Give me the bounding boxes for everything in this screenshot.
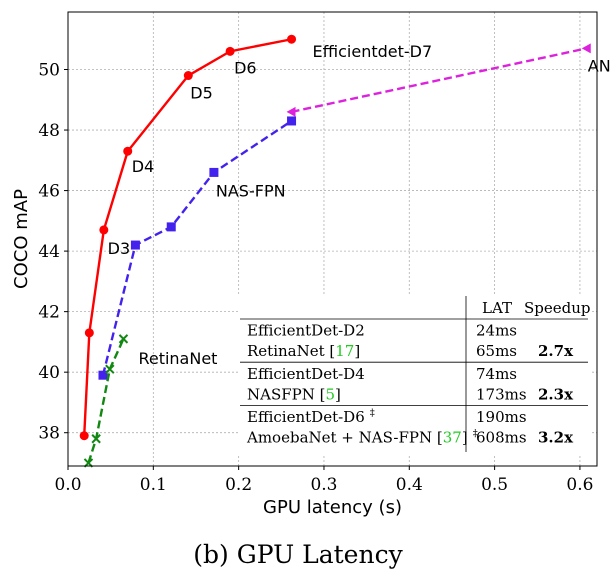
table-row: EfficientDet-D2 24ms xyxy=(247,322,517,340)
table-cell-lat: 608ms xyxy=(476,429,527,447)
table-dagger: ‡ xyxy=(370,408,375,419)
comparison-table: LAT Speedup EfficientDet-D2 24ms RetinaNet [… xyxy=(238,296,592,456)
plot-frame xyxy=(67,11,598,467)
efficientdet-point xyxy=(225,46,235,56)
table-cell-model: RetinaNet [17] xyxy=(247,342,360,360)
table-cell-speedup: 3.2x xyxy=(538,429,574,447)
x-tick-label: 0.1 xyxy=(140,475,167,495)
table-model-name: RetinaNet xyxy=(247,342,325,360)
retinanet-line xyxy=(87,338,125,464)
amoebanet-point xyxy=(286,106,296,117)
amoebanet-point xyxy=(581,43,591,54)
table-header-speedup: Speedup xyxy=(524,299,591,317)
point-label: D5 xyxy=(190,84,213,103)
nas-fpn-point xyxy=(166,222,176,232)
table-ref-bracket: ] xyxy=(335,385,341,403)
y-tick-label: 44 xyxy=(38,242,60,262)
table-row: EfficientDet-D6 ‡ 190ms xyxy=(247,408,527,426)
axis-ticks: 0.0 0.1 0.2 0.3 0.4 0.5 0.6 38 40 42 44 46 48 50 xyxy=(38,61,593,495)
point-label: D4 xyxy=(132,157,155,176)
point-label: NAS-FPN xyxy=(216,181,286,200)
table-ref-number: 5 xyxy=(325,385,335,403)
x-tick-label: 0.5 xyxy=(481,475,508,495)
table-model-name: EfficientDet-D2 xyxy=(247,322,365,340)
retinanet-series xyxy=(83,334,129,468)
efficientdet-point xyxy=(99,225,109,235)
efficientdet-point xyxy=(183,71,193,81)
table-cell-model: EfficientDet-D6 ‡ xyxy=(247,408,375,426)
table-cell-speedup: 2.7x xyxy=(538,342,574,360)
amoebanet-series xyxy=(286,43,591,117)
table-header-lat: LAT xyxy=(482,299,512,317)
x-tick-label: 0.2 xyxy=(225,475,252,495)
table-cell-lat: 173ms xyxy=(476,385,527,403)
table-ref-bracket: ] xyxy=(462,429,468,447)
x-tick-label: 0.4 xyxy=(396,475,423,495)
annotation-label: D3 xyxy=(108,239,131,258)
table-ref-bracket: ] xyxy=(354,342,360,360)
table-cell-lat: 190ms xyxy=(476,408,527,426)
point-label: RetinaNet xyxy=(138,349,217,368)
y-tick-label: 50 xyxy=(38,61,60,81)
table-cell-model: EfficientDet-D2 xyxy=(247,322,365,340)
table-cell-lat: 74ms xyxy=(476,365,517,383)
point-label: Efficientdet-D7 xyxy=(313,42,433,61)
table-cell-model: EfficientDet-D4 xyxy=(247,365,365,383)
table-model-name: EfficientDet-D6 xyxy=(247,408,365,426)
table-ref-number: 37 xyxy=(443,429,462,447)
table-dagger: ‡ xyxy=(473,429,478,440)
table-cell-model: NASFPN [5] xyxy=(247,385,341,403)
data-series xyxy=(79,34,591,468)
point-labels: D4 D5 D6 Efficientdet-D7 NAS-FPN RetinaNet AN D… xyxy=(108,42,611,368)
x-axis-label: GPU latency (s) xyxy=(263,497,402,518)
efficientdet-point xyxy=(84,328,94,338)
y-tick-label: 40 xyxy=(38,363,60,383)
efficientdet-point xyxy=(287,34,297,44)
y-axis-label: COCO mAP xyxy=(11,189,32,289)
figure-caption: (b) GPU Latency xyxy=(193,540,403,569)
y-tick-label: 46 xyxy=(38,182,60,202)
nas-fpn-point xyxy=(98,370,108,380)
table-model-name: AmoebaNet + NAS-FPN xyxy=(246,429,432,447)
table-cell-lat: 24ms xyxy=(476,322,517,340)
table-cell-lat: 65ms xyxy=(476,342,517,360)
point-label: AN xyxy=(588,56,611,75)
table-ref-bracket: [ xyxy=(315,385,326,403)
x-tick-label: 0.0 xyxy=(54,475,81,495)
nas-fpn-point xyxy=(287,116,297,126)
amoebanet-line xyxy=(291,47,588,114)
nas-fpn-series xyxy=(98,116,297,380)
y-tick-label: 42 xyxy=(38,303,60,323)
efficientdet-point xyxy=(79,431,89,441)
table-ref-bracket: [ xyxy=(432,429,443,447)
nas-fpn-point xyxy=(209,167,219,177)
retinanet-point xyxy=(105,364,115,374)
table-row: AmoebaNet + NAS-FPN [37] ‡608ms 3.2x xyxy=(246,429,574,447)
table-model-name: NASFPN xyxy=(247,385,315,403)
retinanet-point xyxy=(118,334,129,344)
table-model-name: EfficientDet-D4 xyxy=(247,365,365,383)
table-row: EfficientDet-D4 74ms xyxy=(247,365,517,383)
x-tick-label: 0.3 xyxy=(310,475,337,495)
table-background xyxy=(238,296,592,456)
efficientdet-point xyxy=(123,146,133,156)
efficientdet-series xyxy=(79,34,297,441)
x-tick-label: 0.6 xyxy=(566,475,593,495)
table-cell-speedup: 2.3x xyxy=(538,385,574,403)
y-tick-label: 38 xyxy=(38,424,60,444)
nas-fpn-point xyxy=(130,240,140,250)
table-row: RetinaNet [17] 65ms 2.7x xyxy=(247,342,574,360)
retinanet-point xyxy=(91,434,101,444)
y-tick-label: 48 xyxy=(38,121,60,141)
point-label: D6 xyxy=(234,58,257,77)
table-row: NASFPN [5] 173ms 2.3x xyxy=(247,385,574,403)
table-ref-number: 17 xyxy=(335,342,354,360)
table-cell-model: AmoebaNet + NAS-FPN [37] ‡ xyxy=(246,429,478,447)
table-ref-bracket: [ xyxy=(325,342,336,360)
